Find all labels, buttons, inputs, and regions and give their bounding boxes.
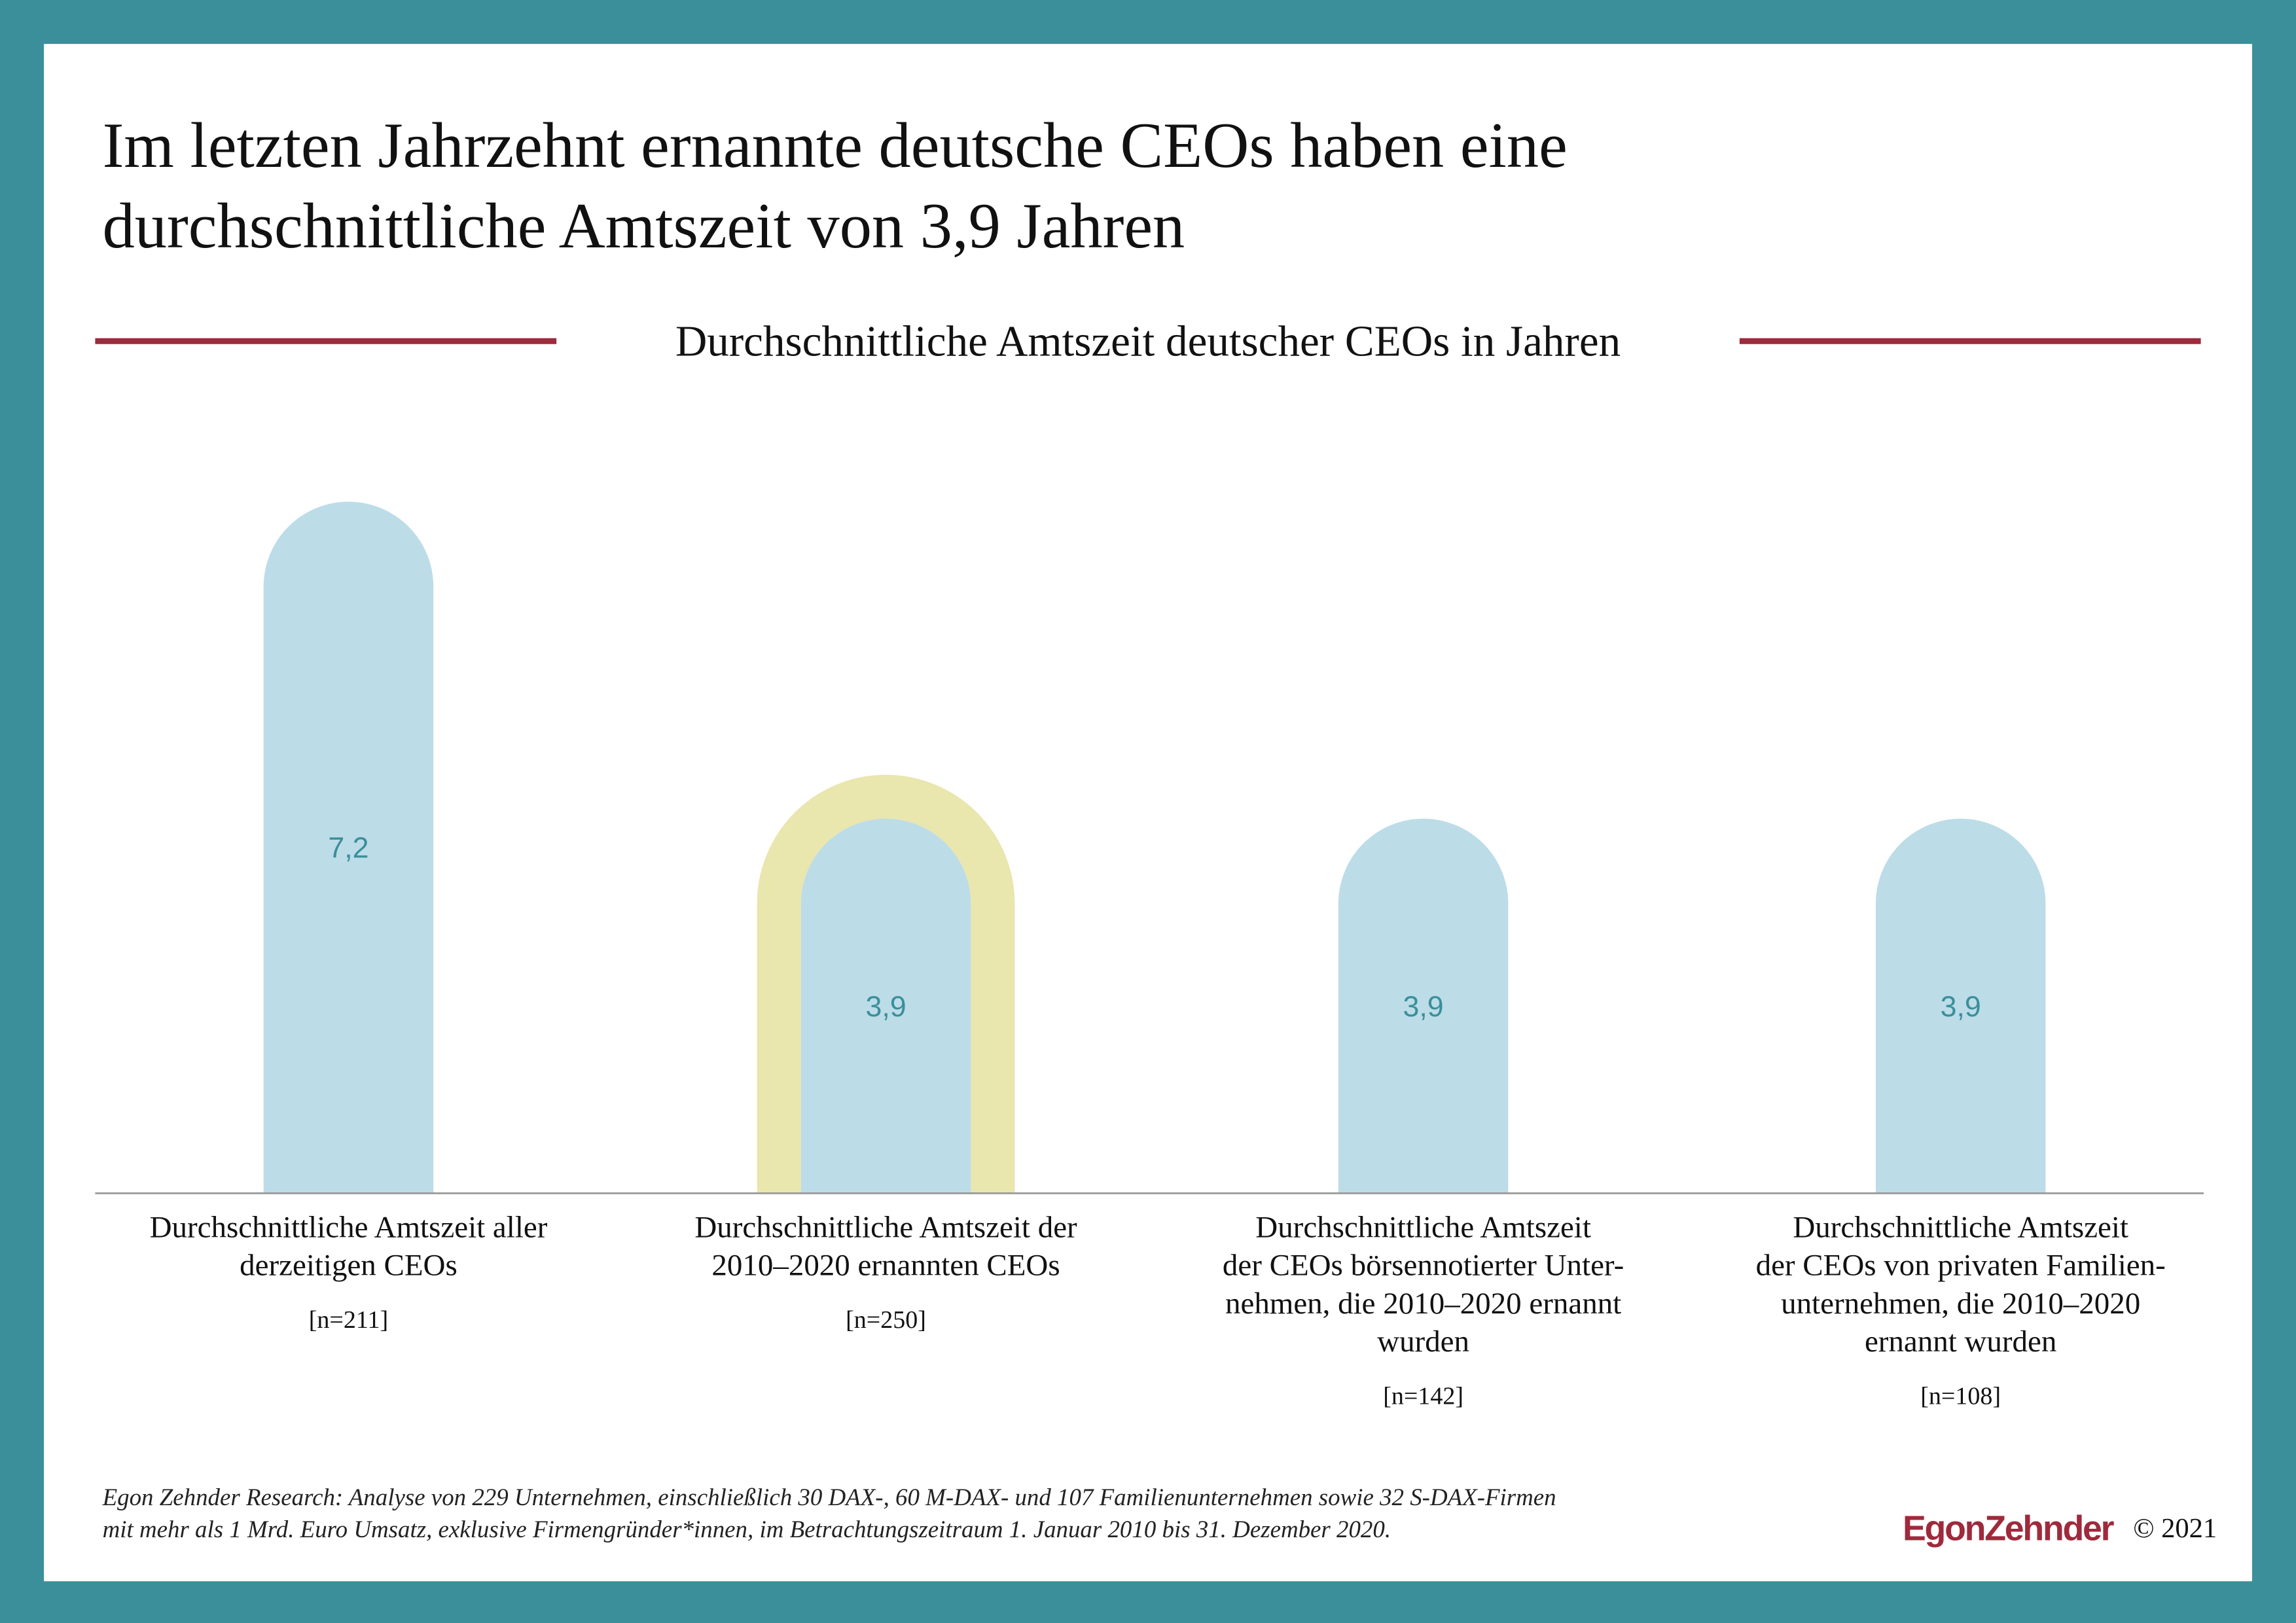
x-tick-label: Durchschnittliche Amtszeit der [694,1210,1077,1244]
footnote: mit mehr als 1 Mrd. Euro Umsatz, exklusi… [103,1516,1391,1543]
x-tick-label: wurden [1377,1325,1469,1359]
bar [1875,818,2046,1194]
sample-size: [n=250] [846,1306,926,1334]
subtitle: Durchschnittliche Amtszeit deutscher CEO… [675,317,1621,366]
sample-size: [n=211] [309,1306,388,1334]
highlight [757,774,1015,1194]
sample-size: [n=108] [1920,1383,2001,1410]
x-tick-label: Durchschnittliche Amtszeit aller [150,1210,548,1244]
x-tick-label: ernannt wurden [1865,1325,2056,1359]
chart-title: durchschnittliche Amtszeit von 3,9 Jahre… [103,190,1185,262]
value-label: 3,9 [865,990,906,1023]
x-tick-label: der CEOs von privaten Familien- [1756,1249,2166,1283]
x-tick-label: Durchschnittliche Amtszeit [1793,1210,2128,1244]
x-tick-label: 2010–2020 ernannten CEOs [711,1249,1060,1283]
x-tick-label: nehmen, die 2010–2020 ernannt [1225,1287,1621,1321]
sample-size: [n=142] [1383,1383,1463,1410]
bar [1338,818,1509,1194]
bar [263,501,434,1194]
x-tick-label: der CEOs börsennotierter Unter- [1223,1249,1624,1283]
value-label: 3,9 [1941,990,1981,1023]
value-label: 3,9 [1403,990,1444,1023]
x-tick-label: unternehmen, die 2010–2020 [1781,1287,2140,1321]
value-label: 7,2 [328,832,368,865]
logo: EgonZehnder [1903,1509,2115,1548]
copyright: © 2021 [2133,1513,2217,1544]
x-tick-label: Durchschnittliche Amtszeit [1255,1210,1591,1244]
bar [800,818,971,1194]
footnote: Egon Zehnder Research: Analyse von 229 U… [102,1484,1556,1510]
x-tick-label: derzeitigen CEOs [240,1249,457,1283]
chart-title: Im letzten Jahrzehnt ernannte deutsche C… [103,110,1568,181]
